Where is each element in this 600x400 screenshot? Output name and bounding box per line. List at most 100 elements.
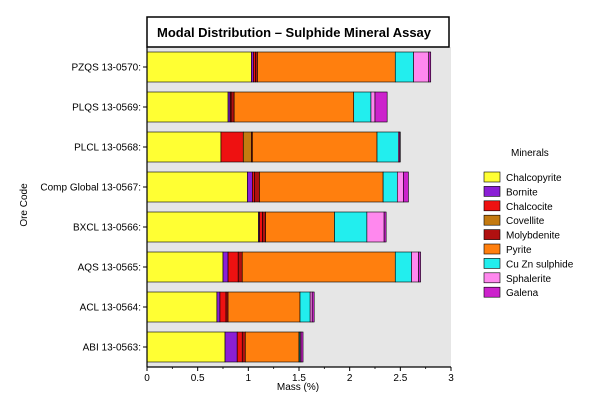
- bar-segment-chalcopyrite: [146, 331, 226, 363]
- bar-segment-molybdenite: [237, 251, 243, 283]
- bar-segment-cu-zn-sulphide: [334, 211, 368, 243]
- bar-segment-bornite: [247, 171, 253, 203]
- legend-swatch-molybdenite: [483, 229, 501, 240]
- chart-title: Modal Distribution – Sulphide Mineral As…: [146, 16, 450, 48]
- bar-segment-galena: [428, 51, 432, 83]
- bar-segment-chalcopyrite: [146, 171, 248, 203]
- bar-segment-sphalerite: [309, 291, 313, 323]
- y-tick-label: PZQS 13-0570:: [72, 63, 141, 74]
- bar-segment-pyrite: [259, 171, 384, 203]
- x-tick-label: 2: [347, 373, 353, 384]
- bar-segment-cu-zn-sulphide: [376, 131, 399, 163]
- bar-segment-galena: [374, 91, 388, 123]
- bar-segment-cu-zn-sulphide: [394, 51, 414, 83]
- x-tick-label: 3: [448, 373, 454, 384]
- legend-label-chalcocite: Chalcocite: [506, 202, 553, 213]
- legend-label-sphalerite: Sphalerite: [506, 274, 551, 285]
- y-tick-label: Comp Global 13-0567:: [40, 183, 141, 194]
- bar-segment-sphalerite: [370, 91, 376, 123]
- legend-label-pyrite: Pyrite: [506, 245, 532, 256]
- y-tick-label: BXCL 13-0566:: [73, 223, 141, 234]
- bar-segment-galena: [300, 331, 304, 363]
- bar-segment-bornite: [222, 251, 229, 283]
- legend-swatch-chalcocite: [483, 200, 501, 212]
- legend-label-galena: Galena: [506, 288, 539, 299]
- bar-segment-chalcopyrite: [146, 211, 259, 243]
- bar-segment-chalcocite: [219, 291, 227, 323]
- x-tick-label: 2.5: [393, 373, 407, 384]
- y-tick-label: PLCL 13-0568:: [74, 143, 141, 154]
- x-axis-label: Mass (%): [277, 382, 319, 393]
- plot-area: ABI 13-0563: ACL 13-0564: AQS 13-0565: BXCL…: [40, 47, 454, 384]
- title-text: Modal Distribution – Sulphide Mineral As…: [157, 25, 432, 40]
- bar-segment-molybdenite: [230, 91, 235, 123]
- bar-segment-chalcopyrite: [146, 131, 222, 163]
- bar-segment-covellite: [242, 131, 252, 163]
- bar-segment-pyrite: [233, 91, 355, 123]
- bar-segment-cu-zn-sulphide: [299, 291, 311, 323]
- bar-segment-pyrite: [257, 51, 396, 83]
- bar-segment-chalcopyrite: [146, 251, 224, 283]
- legend-label-bornite: Bornite: [506, 187, 538, 198]
- bar-segment-chalcopyrite: [146, 291, 218, 323]
- x-tick-label: 1.5: [292, 373, 306, 384]
- bar-segment-molybdenite: [255, 51, 258, 83]
- legend-swatch-cu-zn-sulphide: [483, 258, 501, 269]
- legend-title: Minerals: [511, 148, 549, 159]
- bar-segment-chalcocite: [259, 211, 263, 243]
- y-tick-label: ABI 13-0563:: [83, 343, 141, 354]
- y-tick-label: AQS 13-0565:: [78, 263, 141, 274]
- legend-swatch-bornite: [483, 186, 501, 197]
- bar-segment-chalcopyrite: [146, 91, 229, 123]
- y-tick-label: PLQS 13-0569:: [72, 103, 141, 114]
- bar-segment-galena: [311, 291, 315, 323]
- bar-segment-bornite: [216, 291, 221, 323]
- bar-segment-pyrite: [252, 131, 378, 163]
- legend-swatch-galena: [483, 286, 501, 298]
- bar-segment-molybdenite: [254, 171, 260, 203]
- bar-segment-galena: [418, 251, 421, 283]
- bar-segment-sphalerite: [366, 211, 385, 243]
- bar-segment-cu-zn-sulphide: [382, 171, 398, 203]
- bar-segment-molybdenite: [241, 331, 246, 363]
- bar-segment-molybdenite: [262, 211, 266, 243]
- bar-segment-bornite: [251, 51, 254, 83]
- bar-segment-chalcocite: [252, 171, 255, 203]
- bar-segment-galena: [383, 211, 387, 243]
- bar-segment-pyrite: [244, 331, 300, 363]
- legend-label-covellite: Covellite: [506, 216, 545, 227]
- bar-segment-bornite: [227, 91, 231, 123]
- bar-segment-cu-zn-sulphide: [394, 251, 412, 283]
- legend-swatch-chalcopyrite: [483, 171, 501, 183]
- legend-label-cu-zn-sulphide: Cu Zn sulphide: [506, 259, 574, 270]
- bar-segment-sphalerite: [413, 51, 430, 83]
- bar-segment-chalcocite: [236, 331, 243, 363]
- bar-segment-chalcocite: [227, 251, 239, 283]
- bar-segment-pyrite: [241, 251, 396, 283]
- legend: Minerals Chalcopyrite Bornite Chalcocite Co…: [483, 148, 574, 299]
- bar-segment-sphalerite: [411, 251, 419, 283]
- bar-segment-galena: [399, 131, 401, 163]
- bar-segment-pyrite: [265, 211, 335, 243]
- x-tick-label: 0.5: [191, 373, 205, 384]
- x-tick-label: 1: [246, 373, 252, 384]
- bar-segment-sphalerite: [396, 171, 404, 203]
- bar-segment-chalcocite: [253, 51, 256, 83]
- bar-segment-chalcocite: [220, 131, 244, 163]
- bar-segment-bornite: [224, 331, 238, 363]
- y-tick-label: ACL 13-0564:: [80, 303, 141, 314]
- bar-segment-pyrite: [227, 291, 301, 323]
- legend-swatch-covellite: [483, 214, 501, 226]
- bar-segment-galena: [403, 171, 409, 203]
- bar-segment-chalcopyrite: [146, 51, 252, 83]
- bar-segment-cu-zn-sulphide: [353, 91, 372, 123]
- bar-segment-molybdenite: [225, 291, 229, 323]
- legend-swatch-pyrite: [483, 243, 501, 255]
- x-tick-label: 0: [144, 373, 150, 384]
- title-box: [146, 16, 450, 48]
- y-axis-label: Ore Code: [19, 183, 30, 227]
- legend-swatch-sphalerite: [483, 272, 501, 284]
- legend-label-chalcopyrite: Chalcopyrite: [506, 173, 562, 184]
- legend-label-molybdenite: Molybdenite: [506, 231, 560, 242]
